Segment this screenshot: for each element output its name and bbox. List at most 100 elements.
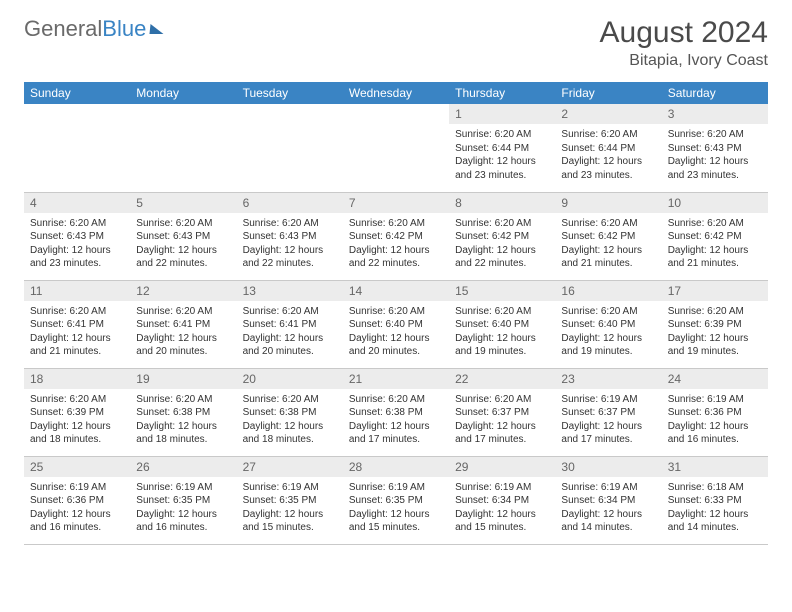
logo: GeneralBlue <box>24 16 164 42</box>
day-number: 14 <box>343 281 449 301</box>
calendar-week-row: 25Sunrise: 6:19 AMSunset: 6:36 PMDayligh… <box>24 456 768 544</box>
day-number: 21 <box>343 369 449 389</box>
day-details: Sunrise: 6:20 AMSunset: 6:44 PMDaylight:… <box>449 124 555 186</box>
day-details: Sunrise: 6:20 AMSunset: 6:43 PMDaylight:… <box>662 124 768 186</box>
calendar-day-cell: 20Sunrise: 6:20 AMSunset: 6:38 PMDayligh… <box>237 368 343 456</box>
calendar-day-cell: 4Sunrise: 6:20 AMSunset: 6:43 PMDaylight… <box>24 192 130 280</box>
day-details: Sunrise: 6:20 AMSunset: 6:38 PMDaylight:… <box>343 389 449 451</box>
day-details: Sunrise: 6:20 AMSunset: 6:38 PMDaylight:… <box>237 389 343 451</box>
calendar-day-cell: 5Sunrise: 6:20 AMSunset: 6:43 PMDaylight… <box>130 192 236 280</box>
day-number: 22 <box>449 369 555 389</box>
calendar-table: SundayMondayTuesdayWednesdayThursdayFrid… <box>24 82 768 545</box>
calendar-body: 1Sunrise: 6:20 AMSunset: 6:44 PMDaylight… <box>24 104 768 544</box>
day-details: Sunrise: 6:20 AMSunset: 6:39 PMDaylight:… <box>662 301 768 363</box>
day-details: Sunrise: 6:20 AMSunset: 6:43 PMDaylight:… <box>130 213 236 275</box>
day-details: Sunrise: 6:20 AMSunset: 6:42 PMDaylight:… <box>449 213 555 275</box>
calendar-day-cell: 31Sunrise: 6:18 AMSunset: 6:33 PMDayligh… <box>662 456 768 544</box>
calendar-day-cell: 18Sunrise: 6:20 AMSunset: 6:39 PMDayligh… <box>24 368 130 456</box>
header: GeneralBlue August 2024 Bitapia, Ivory C… <box>24 16 768 70</box>
day-number: 2 <box>555 104 661 124</box>
logo-text-2: Blue <box>102 16 146 42</box>
title-block: August 2024 Bitapia, Ivory Coast <box>600 16 768 70</box>
day-number: 29 <box>449 457 555 477</box>
calendar-week-row: 18Sunrise: 6:20 AMSunset: 6:39 PMDayligh… <box>24 368 768 456</box>
day-details: Sunrise: 6:20 AMSunset: 6:43 PMDaylight:… <box>24 213 130 275</box>
calendar-day-cell: 24Sunrise: 6:19 AMSunset: 6:36 PMDayligh… <box>662 368 768 456</box>
day-number: 5 <box>130 193 236 213</box>
day-number: 19 <box>130 369 236 389</box>
day-details: Sunrise: 6:20 AMSunset: 6:40 PMDaylight:… <box>449 301 555 363</box>
day-header: Saturday <box>662 82 768 104</box>
day-number: 17 <box>662 281 768 301</box>
calendar-day-cell: 16Sunrise: 6:20 AMSunset: 6:40 PMDayligh… <box>555 280 661 368</box>
calendar-week-row: 11Sunrise: 6:20 AMSunset: 6:41 PMDayligh… <box>24 280 768 368</box>
day-number: 23 <box>555 369 661 389</box>
calendar-day-cell: 28Sunrise: 6:19 AMSunset: 6:35 PMDayligh… <box>343 456 449 544</box>
calendar-day-cell: 9Sunrise: 6:20 AMSunset: 6:42 PMDaylight… <box>555 192 661 280</box>
calendar-day-cell: 23Sunrise: 6:19 AMSunset: 6:37 PMDayligh… <box>555 368 661 456</box>
day-header: Friday <box>555 82 661 104</box>
day-details: Sunrise: 6:20 AMSunset: 6:42 PMDaylight:… <box>555 213 661 275</box>
calendar-day-cell <box>343 104 449 192</box>
day-number: 26 <box>130 457 236 477</box>
day-details: Sunrise: 6:19 AMSunset: 6:34 PMDaylight:… <box>449 477 555 539</box>
day-number: 30 <box>555 457 661 477</box>
day-number: 24 <box>662 369 768 389</box>
day-header: Wednesday <box>343 82 449 104</box>
day-details: Sunrise: 6:20 AMSunset: 6:44 PMDaylight:… <box>555 124 661 186</box>
day-number: 1 <box>449 104 555 124</box>
day-details: Sunrise: 6:20 AMSunset: 6:41 PMDaylight:… <box>237 301 343 363</box>
calendar-week-row: 1Sunrise: 6:20 AMSunset: 6:44 PMDaylight… <box>24 104 768 192</box>
logo-text-1: General <box>24 16 102 42</box>
day-number: 20 <box>237 369 343 389</box>
calendar-day-cell <box>130 104 236 192</box>
day-details: Sunrise: 6:18 AMSunset: 6:33 PMDaylight:… <box>662 477 768 539</box>
calendar-day-cell: 22Sunrise: 6:20 AMSunset: 6:37 PMDayligh… <box>449 368 555 456</box>
day-header: Monday <box>130 82 236 104</box>
day-number: 18 <box>24 369 130 389</box>
day-number: 7 <box>343 193 449 213</box>
day-header: Thursday <box>449 82 555 104</box>
calendar-day-cell: 30Sunrise: 6:19 AMSunset: 6:34 PMDayligh… <box>555 456 661 544</box>
logo-triangle-icon <box>150 24 165 34</box>
calendar-day-cell: 13Sunrise: 6:20 AMSunset: 6:41 PMDayligh… <box>237 280 343 368</box>
calendar-day-cell <box>237 104 343 192</box>
calendar-day-cell: 11Sunrise: 6:20 AMSunset: 6:41 PMDayligh… <box>24 280 130 368</box>
day-number: 8 <box>449 193 555 213</box>
day-number: 4 <box>24 193 130 213</box>
day-number: 9 <box>555 193 661 213</box>
calendar-day-cell: 14Sunrise: 6:20 AMSunset: 6:40 PMDayligh… <box>343 280 449 368</box>
calendar-day-cell <box>24 104 130 192</box>
day-details: Sunrise: 6:20 AMSunset: 6:42 PMDaylight:… <box>662 213 768 275</box>
calendar-day-cell: 12Sunrise: 6:20 AMSunset: 6:41 PMDayligh… <box>130 280 236 368</box>
calendar-week-row: 4Sunrise: 6:20 AMSunset: 6:43 PMDaylight… <box>24 192 768 280</box>
day-details: Sunrise: 6:20 AMSunset: 6:38 PMDaylight:… <box>130 389 236 451</box>
day-details: Sunrise: 6:20 AMSunset: 6:41 PMDaylight:… <box>130 301 236 363</box>
day-details: Sunrise: 6:20 AMSunset: 6:39 PMDaylight:… <box>24 389 130 451</box>
day-number: 11 <box>24 281 130 301</box>
calendar-day-cell: 26Sunrise: 6:19 AMSunset: 6:35 PMDayligh… <box>130 456 236 544</box>
day-number: 10 <box>662 193 768 213</box>
calendar-day-cell: 27Sunrise: 6:19 AMSunset: 6:35 PMDayligh… <box>237 456 343 544</box>
page-subtitle: Bitapia, Ivory Coast <box>600 52 768 70</box>
day-details: Sunrise: 6:20 AMSunset: 6:40 PMDaylight:… <box>343 301 449 363</box>
day-number: 3 <box>662 104 768 124</box>
calendar-head: SundayMondayTuesdayWednesdayThursdayFrid… <box>24 82 768 104</box>
day-details: Sunrise: 6:19 AMSunset: 6:37 PMDaylight:… <box>555 389 661 451</box>
day-number: 6 <box>237 193 343 213</box>
calendar-day-cell: 8Sunrise: 6:20 AMSunset: 6:42 PMDaylight… <box>449 192 555 280</box>
day-header: Tuesday <box>237 82 343 104</box>
calendar-day-cell: 29Sunrise: 6:19 AMSunset: 6:34 PMDayligh… <box>449 456 555 544</box>
day-details: Sunrise: 6:20 AMSunset: 6:37 PMDaylight:… <box>449 389 555 451</box>
calendar-day-cell: 7Sunrise: 6:20 AMSunset: 6:42 PMDaylight… <box>343 192 449 280</box>
day-number: 27 <box>237 457 343 477</box>
day-number: 13 <box>237 281 343 301</box>
calendar-day-cell: 6Sunrise: 6:20 AMSunset: 6:43 PMDaylight… <box>237 192 343 280</box>
day-details: Sunrise: 6:19 AMSunset: 6:35 PMDaylight:… <box>130 477 236 539</box>
day-details: Sunrise: 6:20 AMSunset: 6:43 PMDaylight:… <box>237 213 343 275</box>
day-number: 28 <box>343 457 449 477</box>
calendar-day-cell: 21Sunrise: 6:20 AMSunset: 6:38 PMDayligh… <box>343 368 449 456</box>
day-details: Sunrise: 6:19 AMSunset: 6:35 PMDaylight:… <box>343 477 449 539</box>
calendar-day-cell: 1Sunrise: 6:20 AMSunset: 6:44 PMDaylight… <box>449 104 555 192</box>
day-number: 15 <box>449 281 555 301</box>
